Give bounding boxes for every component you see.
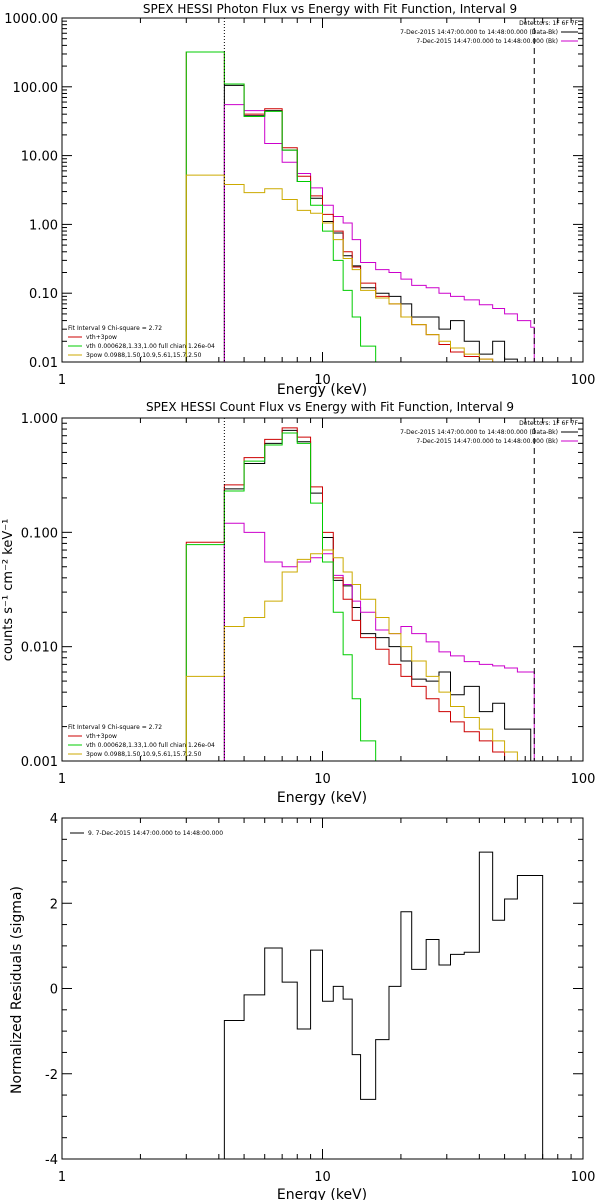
count-flux-legend-pow: 3pow 0.0988,1.50,10.9,5.61,15.7,2.50: [86, 751, 202, 758]
residuals-xtick-label: 10: [314, 1170, 331, 1185]
photon-flux-legend-detectors: Detectors: 1F 6F 7F: [519, 20, 578, 27]
count-flux-frame: [61, 417, 584, 762]
residuals-plot: 1 10 100 -4 -2 0 2 4: [45, 812, 595, 1185]
photon-flux-ytick-label: 0.10: [29, 287, 58, 302]
count-flux-ytick-label: 0.100: [21, 526, 58, 541]
residuals-ylabel: Normalized Residuals (sigma): [9, 886, 25, 1094]
photon-flux-legend-pow: 3pow 0.0988,1.50,10.9,5.61,15.7,2.50: [86, 352, 202, 359]
photon-flux-xtick-label: 100: [571, 373, 596, 388]
photon-flux-series-2: [185, 51, 505, 362]
count-flux-series-4: [185, 549, 531, 761]
residuals-xtick-label: 100: [571, 1170, 596, 1185]
photon-flux-legend-vth: vth 0.000628,1.33,1.00 full chian 1.26e-…: [86, 343, 215, 350]
count-flux-legend-vth: vth 0.000628,1.33,1.00 full chian 1.26e-…: [86, 742, 215, 749]
residuals-frame: [61, 817, 584, 1160]
photon-flux-title: SPEX HESSI Photon Flux vs Energy with Fi…: [143, 2, 517, 16]
residuals-xtick-label: 1: [58, 1170, 66, 1185]
photon-flux-legend-model: vth+3pow: [86, 334, 117, 341]
count-flux-legend-fit: Fit Interval 9 Chi-square = 2.72: [68, 724, 162, 731]
photon-flux-ytick-label: 10.00: [21, 150, 58, 165]
residuals-ytick-label: -2: [45, 1068, 58, 1083]
count-flux-ytick-label: 1.000: [21, 412, 58, 427]
residuals-legend-label: 9. 7-Dec-2015 14:47:00.000 to 14:48:00.0…: [88, 830, 223, 837]
photon-flux-legend-data: 7-Dec-2015 14:47:00.000 to 14:48:00.000 …: [400, 29, 558, 36]
residuals-panel: 9. 7-Dec-2015 14:47:00.000 to 14:48:00.0…: [9, 830, 367, 1200]
photon-flux-ytick-label: 100.00: [13, 81, 59, 96]
residuals-xlabel: Energy (keV): [277, 1187, 367, 1200]
count-flux-ytick-label: 0.010: [21, 641, 58, 656]
residuals-ytick-label: 4: [50, 812, 58, 827]
residuals-ytick-label: 2: [50, 897, 58, 912]
photon-flux-ytick-label: 1000.00: [4, 12, 58, 27]
photon-flux-legend-fit: Fit Interval 9 Chi-square = 2.72: [68, 325, 162, 332]
count-flux-ylabel: counts s⁻¹ cm⁻² keV⁻¹: [1, 519, 16, 662]
count-flux-panel: SPEX HESSI Count Flux vs Energy with Fit…: [1, 400, 579, 806]
photon-flux-ytick-label: 1.00: [29, 218, 58, 233]
count-flux-ytick-label: 0.001: [21, 755, 58, 770]
count-flux-series-3: [185, 432, 389, 761]
count-flux-series-group: [185, 427, 535, 761]
count-flux-xtick-label: 10: [314, 772, 331, 787]
residuals-series-0: [223, 851, 544, 1159]
photon-flux-ytick-label: 0.01: [29, 356, 58, 371]
photon-flux-series-3: [185, 51, 377, 362]
count-flux-legend-detectors: Detectors: 1F 6F 7F: [519, 420, 578, 427]
photon-flux-plot: 1 10 100 0.01 0.10 1.00 10.00 100.00 1000.00: [4, 12, 595, 388]
count-flux-xlabel: Energy (keV): [277, 790, 367, 806]
count-flux-xtick-label: 100: [571, 772, 596, 787]
photon-flux-series-4: [185, 174, 505, 362]
photon-flux-xtick-label: 10: [314, 373, 331, 388]
count-flux-series-2: [185, 427, 518, 761]
count-flux-title: SPEX HESSI Count Flux vs Energy with Fit…: [146, 400, 514, 414]
photon-flux-xlabel: Energy (keV): [277, 382, 367, 398]
count-flux-legend-bk: 7-Dec-2015 14:47:00.000 to 14:48:00.000 …: [416, 438, 558, 445]
residuals-ytick-label: -4: [45, 1153, 58, 1168]
photon-flux-frame: [61, 17, 584, 363]
count-flux-legend-data: 7-Dec-2015 14:47:00.000 to 14:48:00.000 …: [400, 429, 558, 436]
count-flux-xtick-label: 1: [58, 772, 66, 787]
residuals-series-group: [223, 851, 544, 1159]
count-flux-plot: 1 10 100 0.001 0.010 0.100 1.000: [21, 412, 596, 787]
photon-flux-legend-bk: 7-Dec-2015 14:47:00.000 to 14:48:00.000 …: [416, 38, 558, 45]
photon-flux-panel: SPEX HESSI Photon Flux vs Energy with Fi…: [68, 2, 579, 398]
photon-flux-series-group: [185, 51, 535, 362]
photon-flux-xtick-label: 1: [58, 373, 66, 388]
residuals-ytick-label: 0: [50, 983, 58, 998]
count-flux-legend-model: vth+3pow: [86, 733, 117, 740]
